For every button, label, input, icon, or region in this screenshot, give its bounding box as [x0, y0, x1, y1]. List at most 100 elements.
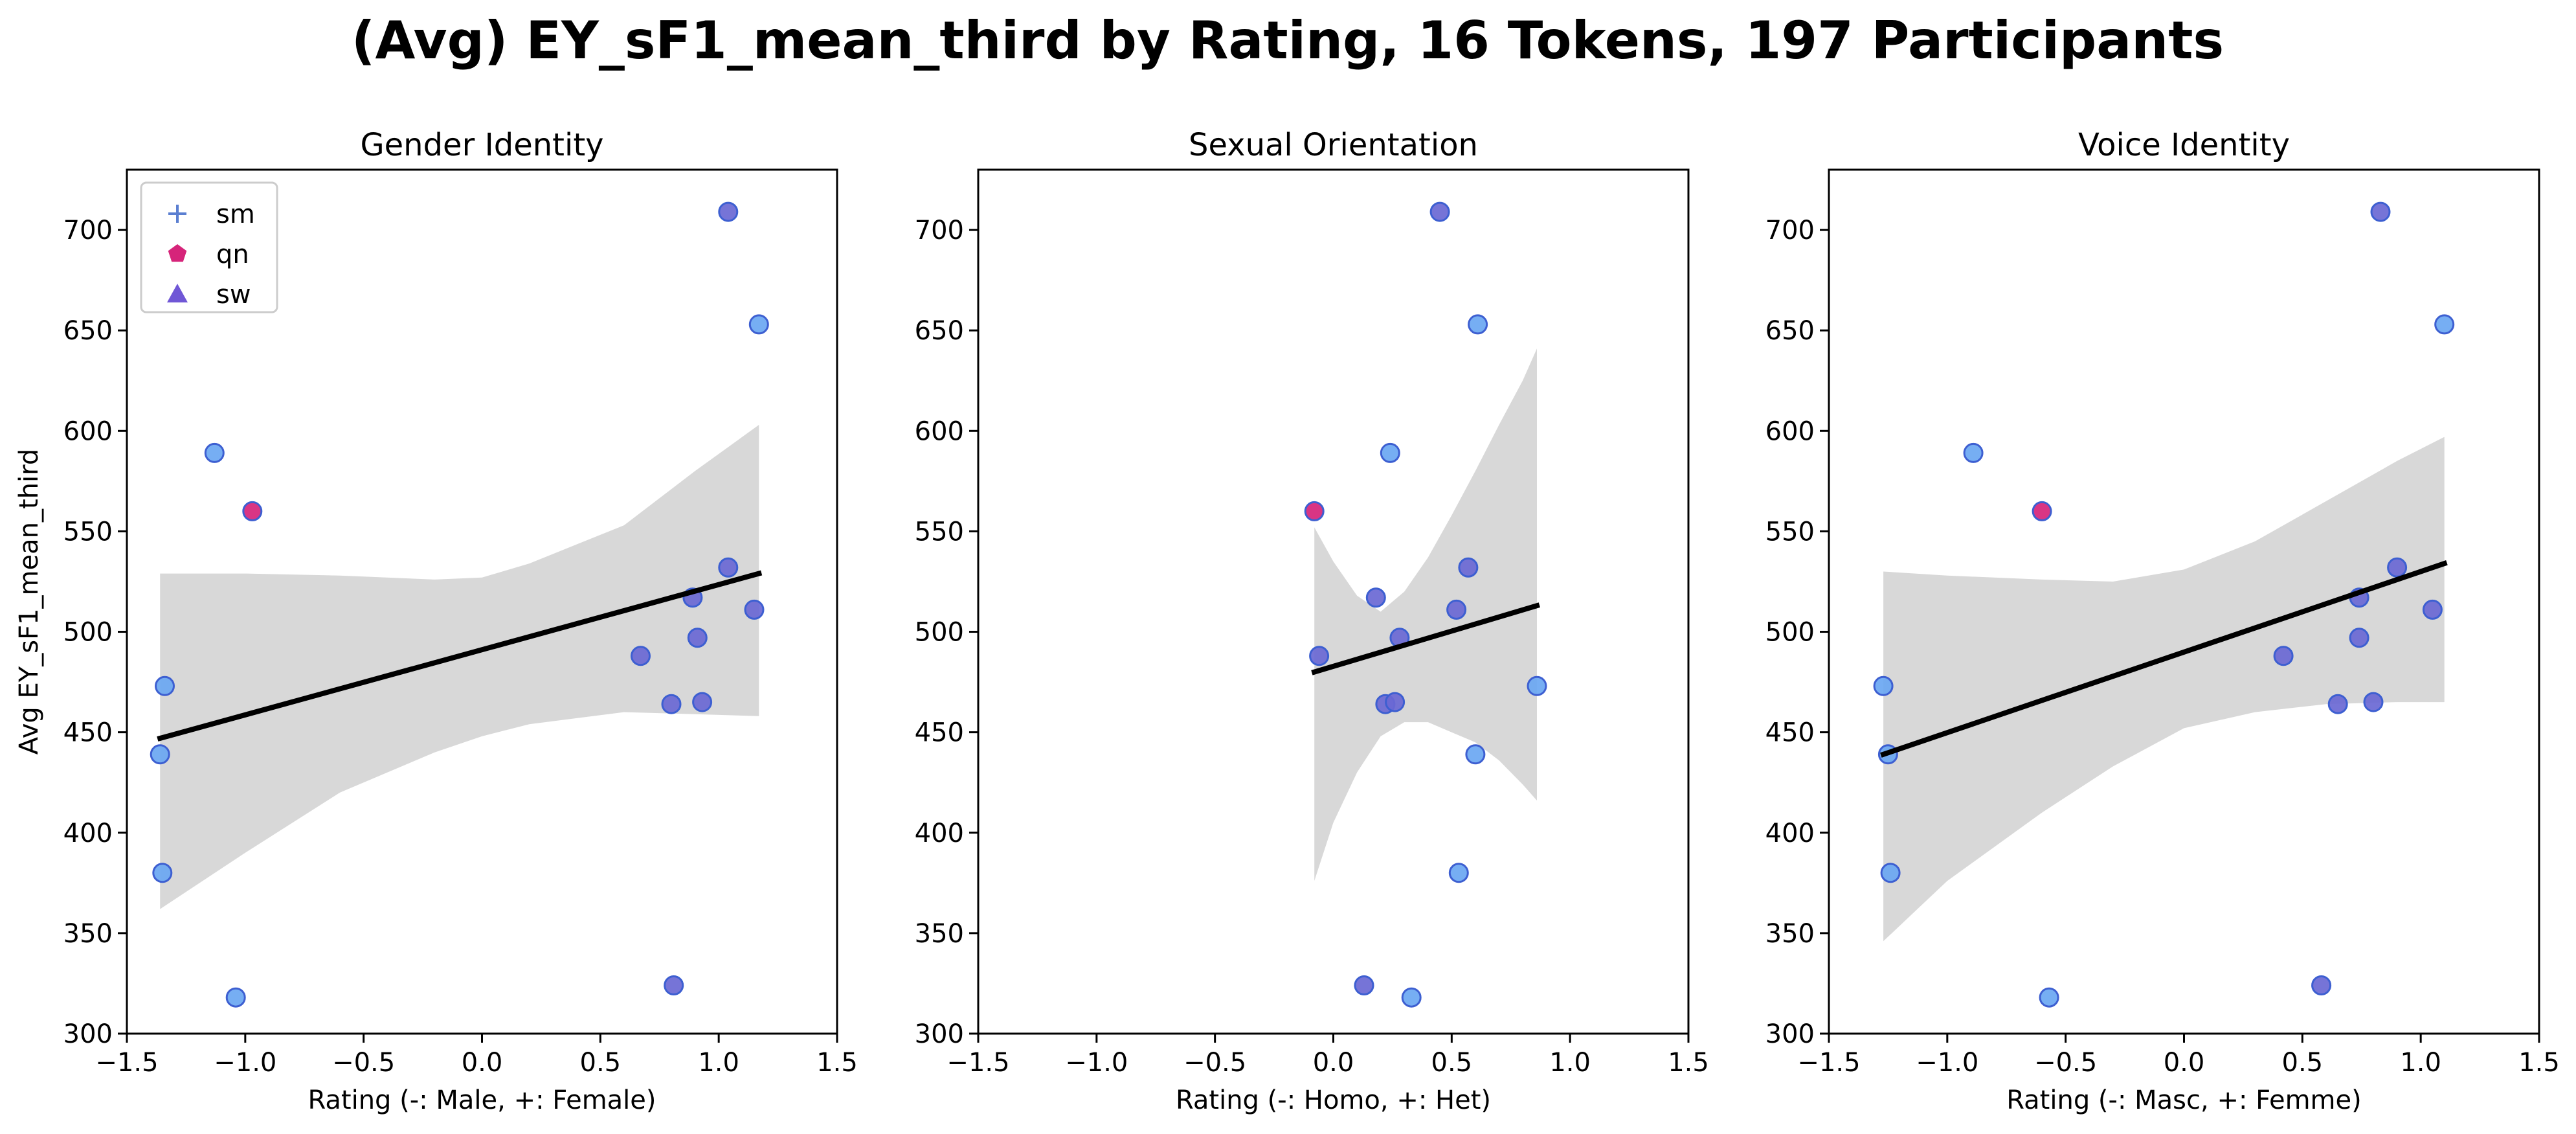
confidence-band	[1883, 437, 2445, 942]
pentagon-marker-icon	[168, 244, 187, 262]
x-tick-label: −1.5	[1797, 1048, 1860, 1078]
y-tick-label: 400	[915, 819, 964, 848]
confidence-band	[160, 425, 759, 909]
y-tick-label: 450	[915, 718, 964, 748]
data-point	[1458, 557, 1479, 578]
y-tick-label: 550	[915, 517, 964, 547]
x-tick-label: −0.5	[1183, 1048, 1246, 1078]
data-point	[1446, 599, 1467, 620]
data-point	[1880, 863, 1901, 883]
y-tick-label: 500	[1765, 618, 1815, 648]
data-point	[1963, 442, 1984, 463]
x-tick-label: 0.5	[2282, 1048, 2324, 1078]
data-point	[225, 987, 246, 1008]
data-point	[2273, 646, 2294, 666]
y-tick-label: 300	[1765, 1019, 1815, 1049]
regression-line	[1311, 602, 1540, 675]
x-tick-label: 0.5	[580, 1048, 622, 1078]
data-point	[1401, 987, 1422, 1008]
x-tick-label: −1.0	[214, 1048, 276, 1078]
y-tick-label: 300	[63, 1019, 113, 1049]
data-point	[1429, 201, 1450, 222]
x-tick-label: −0.5	[2034, 1048, 2097, 1078]
data-point	[718, 201, 739, 222]
data-point	[150, 744, 170, 765]
data-point	[744, 599, 765, 620]
data-point	[2387, 557, 2408, 578]
y-tick-label: 350	[915, 919, 964, 949]
data-point	[631, 646, 651, 666]
x-tick-label: 1.5	[2518, 1048, 2560, 1078]
x-tick-label: −0.5	[332, 1048, 395, 1078]
data-point	[2422, 599, 2443, 620]
legend-label: qn	[216, 240, 249, 269]
data-point	[1465, 744, 1486, 765]
data-point	[2349, 628, 2369, 648]
legend-item-sm: sm	[168, 199, 255, 229]
x-tick-label: 1.5	[816, 1048, 858, 1078]
x-tick-label: 1.0	[698, 1048, 739, 1078]
y-tick-label: 650	[1765, 316, 1815, 346]
data-point	[152, 863, 173, 883]
data-point	[748, 314, 769, 335]
data-point	[1448, 863, 1469, 883]
y-axis-label: Avg EY_sF1_mean_third	[14, 449, 44, 755]
y-tick-label: 450	[1765, 718, 1815, 748]
y-tick-label: 350	[63, 919, 113, 949]
y-tick-label: 700	[63, 216, 113, 245]
data-point	[692, 692, 713, 712]
y-tick-label: 400	[1765, 819, 1815, 848]
data-point	[1468, 314, 1488, 335]
confidence-band	[1314, 348, 1537, 881]
data-point	[661, 694, 682, 714]
y-tick-label: 500	[63, 618, 113, 648]
y-tick-label: 650	[63, 316, 113, 346]
panel-title: Voice Identity	[2078, 127, 2290, 163]
data-point	[1304, 501, 1325, 521]
data-point	[204, 442, 225, 463]
x-tick-label: 1.0	[2400, 1048, 2441, 1078]
y-tick-label: 600	[915, 416, 964, 446]
regression-line	[157, 570, 763, 742]
data-point	[1365, 587, 1386, 608]
panels: −1.5 −1.0 −0.5 0.0 0.5 1.0 1.5 300 350 400 450 500 5…	[14, 127, 2560, 1115]
panel-1: −1.5 −1.0 −0.5 0.0 0.5 1.0 1.5 300 350 400 450 500 5…	[14, 127, 858, 1115]
data-point	[664, 975, 684, 995]
x-axis-label: Rating (-: Homo, +: Het)	[1176, 1085, 1491, 1115]
data-point	[2370, 201, 2391, 222]
data-point	[2434, 314, 2455, 335]
panel-title: Gender Identity	[360, 127, 603, 163]
x-tick-label: 0.0	[462, 1048, 503, 1078]
data-point	[2039, 987, 2059, 1008]
x-tick-label: 1.5	[1668, 1048, 1709, 1078]
y-tick-label: 500	[915, 618, 964, 648]
y-tick-label: 600	[1765, 416, 1815, 446]
data-point	[2311, 975, 2332, 995]
panel-title: Sexual Orientation	[1189, 127, 1478, 163]
y-tick-label: 700	[915, 216, 964, 245]
data-point	[2327, 694, 2348, 714]
figure-title: (Avg) EY_sF1_mean_third by Rating, 16 To…	[352, 10, 2224, 71]
plus-marker-icon	[168, 205, 186, 223]
data-point	[1527, 675, 1547, 696]
x-tick-label: −1.5	[946, 1048, 1009, 1078]
y-tick-label: 450	[63, 718, 113, 748]
legend-label: sm	[216, 199, 255, 229]
y-tick-label: 650	[915, 316, 964, 346]
regression-line	[1880, 560, 2448, 758]
y-tick-label: 300	[915, 1019, 964, 1049]
y-tick-label: 400	[63, 819, 113, 848]
data-point	[2032, 501, 2052, 521]
data-point	[1380, 442, 1400, 463]
data-point	[687, 628, 708, 648]
triangle-marker-icon	[167, 284, 188, 302]
x-tick-label: 0.0	[1313, 1048, 1354, 1078]
data-point	[718, 557, 739, 578]
x-tick-label: −1.0	[1916, 1048, 1978, 1078]
y-tick-label: 550	[1765, 517, 1815, 547]
legend-box	[140, 181, 278, 313]
x-tick-label: −1.5	[95, 1048, 158, 1078]
legend: sm qn sw	[140, 181, 278, 313]
data-point	[242, 501, 263, 521]
